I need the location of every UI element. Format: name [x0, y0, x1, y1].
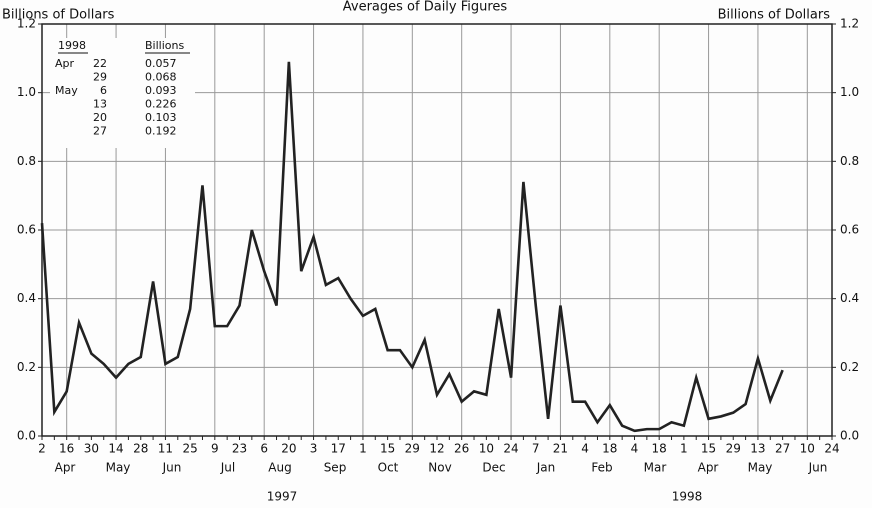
month-label: Jan	[536, 461, 556, 475]
x-tick-label: 10	[800, 442, 815, 456]
x-tick-label: 15	[701, 442, 716, 456]
table-cell: Apr	[55, 57, 75, 70]
y-tick-label: 0.0	[17, 429, 36, 443]
table-cell: 0.226	[145, 98, 177, 111]
x-tick-label: 11	[158, 442, 173, 456]
year-label: 1998	[672, 490, 703, 504]
month-label: Apr	[55, 461, 76, 475]
x-tick-label: 23	[232, 442, 247, 456]
inset-bg	[50, 38, 195, 148]
x-tick-label: 9	[211, 442, 219, 456]
x-tick-label: 4	[581, 442, 589, 456]
month-label: May	[748, 461, 773, 475]
month-label: Mar	[644, 461, 667, 475]
x-tick-label: 25	[182, 442, 197, 456]
x-tick-label: 4	[631, 442, 639, 456]
y-tick-label: 0.8	[17, 154, 36, 168]
table-header: Billions	[145, 39, 184, 52]
table-cell: May	[55, 84, 78, 97]
table-cell: 22	[93, 57, 107, 70]
x-tick-label: 10	[479, 442, 494, 456]
month-label: Jul	[220, 461, 235, 475]
x-tick-label: 15	[380, 442, 395, 456]
month-label: Feb	[591, 461, 612, 475]
x-tick-label: 1	[680, 442, 688, 456]
x-tick-label: 20	[281, 442, 296, 456]
x-tick-label: 13	[750, 442, 765, 456]
x-tick-label: 24	[503, 442, 518, 456]
x-tick-label: 2	[38, 442, 46, 456]
y-axis-label-right: Billions of Dollars	[718, 8, 831, 23]
table-cell: 0.093	[145, 84, 177, 97]
month-label: Jun	[808, 461, 828, 475]
table-cell: 29	[93, 71, 107, 84]
y-tick-label-right: 1.0	[840, 85, 859, 99]
table-cell: 0.192	[145, 125, 177, 138]
table-header: 1998	[58, 39, 86, 52]
y-axis-label-left: Billions of Dollars	[2, 8, 115, 23]
x-tick-label: 18	[652, 442, 667, 456]
x-tick-label: 30	[84, 442, 99, 456]
month-label: Aug	[268, 461, 291, 475]
month-label: Apr	[698, 461, 719, 475]
table-cell: 0.103	[145, 111, 177, 124]
table-cell: 13	[93, 98, 107, 111]
y-tick-label-right: 0.4	[840, 291, 859, 305]
table-cell: 0.068	[145, 71, 177, 84]
x-tick-label: 21	[553, 442, 568, 456]
table-cell: 27	[93, 125, 107, 138]
month-label: Nov	[428, 461, 451, 475]
x-tick-label: 17	[331, 442, 346, 456]
table-cell: 20	[93, 111, 107, 124]
x-tick-label: 28	[133, 442, 148, 456]
month-label: Dec	[482, 461, 505, 475]
x-tick-label: 12	[429, 442, 444, 456]
y-tick-label: 1.2	[17, 17, 36, 31]
month-label: May	[106, 461, 131, 475]
data-line	[40, 61, 784, 433]
x-tick-label: 18	[602, 442, 617, 456]
y-tick-label-right: 0.6	[840, 223, 859, 237]
y-tick-label: 0.6	[17, 223, 36, 237]
y-tick-label: 1.0	[17, 85, 36, 99]
x-tick-label: 29	[726, 442, 741, 456]
y-tick-label-right: 0.0	[840, 429, 859, 443]
month-label: Oct	[378, 461, 399, 475]
x-tick-label: 16	[59, 442, 74, 456]
x-tick-label: 29	[405, 442, 420, 456]
x-tick-label: 1	[359, 442, 367, 456]
month-label: Jun	[162, 461, 182, 475]
x-tick-label: 27	[775, 442, 790, 456]
x-tick-label: 6	[260, 442, 268, 456]
x-tick-label: 7	[532, 442, 540, 456]
x-tick-label: 14	[108, 442, 123, 456]
y-tick-label-right: 0.8	[840, 154, 859, 168]
y-tick-label: 0.4	[17, 291, 36, 305]
x-tick-label: 24	[824, 442, 839, 456]
table-cell: 6	[100, 84, 107, 97]
y-tick-label: 0.2	[17, 360, 36, 374]
chart-title: Averages of Daily Figures	[343, 0, 508, 15]
x-tick-label: 26	[454, 442, 469, 456]
y-tick-label-right: 0.2	[840, 360, 859, 374]
table-cell: 0.057	[145, 57, 177, 70]
year-label: 1997	[267, 490, 298, 504]
y-tick-label-right: 1.2	[840, 17, 859, 31]
x-tick-label: 3	[310, 442, 318, 456]
month-label: Sep	[324, 461, 347, 475]
